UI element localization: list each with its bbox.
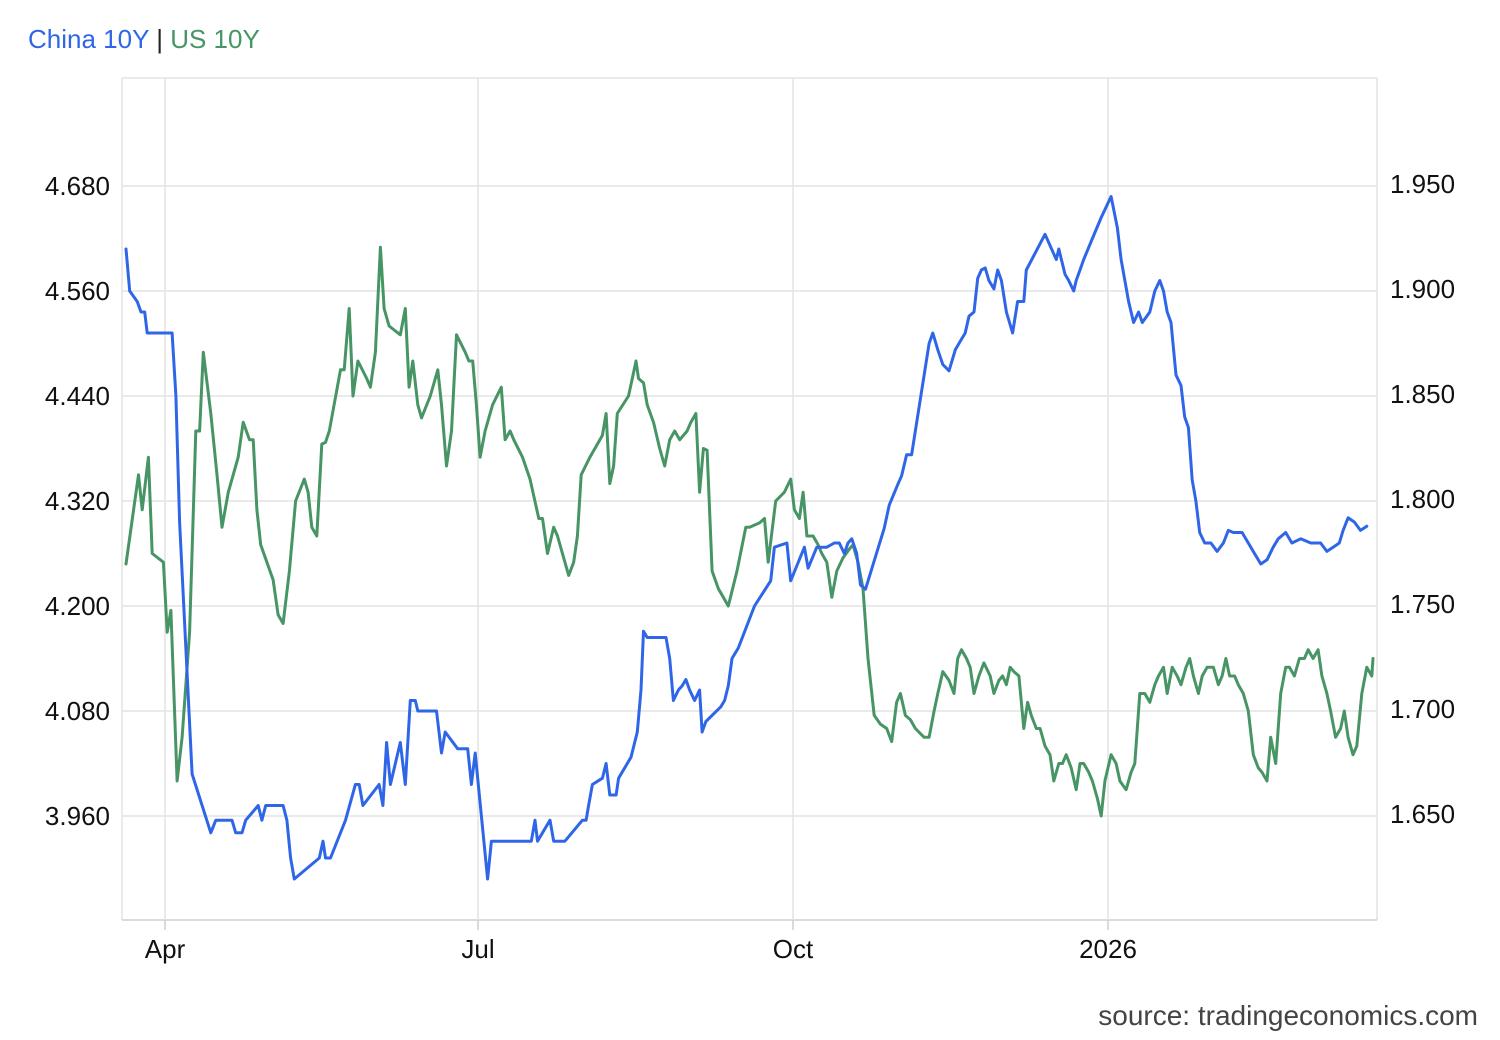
right-y-tick-label: 1.750 <box>1390 589 1455 619</box>
axes: Apr Jul Oct 2026 4.680 4.560 4.440 4.320 4.200 4.… <box>45 169 1455 964</box>
left-y-tick-label: 4.080 <box>45 696 110 726</box>
left-y-tick-label: 4.680 <box>45 171 110 201</box>
left-y-tick-label: 4.320 <box>45 486 110 516</box>
series-line-china-10y <box>124 195 1369 881</box>
right-y-tick-label: 1.950 <box>1390 169 1455 199</box>
legend-china-10y[interactable]: China 10Y <box>28 24 149 54</box>
right-y-tick-label: 1.900 <box>1390 274 1455 304</box>
series-line-us-10y <box>124 245 1375 818</box>
grid <box>121 77 1378 921</box>
right-y-tick-label: 1.850 <box>1390 379 1455 409</box>
left-y-tick-label: 4.440 <box>45 381 110 411</box>
right-y-tick-label: 1.800 <box>1390 484 1455 514</box>
x-tick-label: 2026 <box>1079 934 1137 964</box>
x-tick-label: Jul <box>461 934 494 964</box>
left-y-tick-label: 3.960 <box>45 801 110 831</box>
x-tick-label: Apr <box>145 934 186 964</box>
legend: China 10Y | US 10Y <box>28 24 260 55</box>
source-label: source: tradingeconomics.com <box>1098 1000 1478 1031</box>
left-y-tick-label: 4.200 <box>45 591 110 621</box>
legend-separator: | <box>156 24 163 54</box>
legend-us-10y[interactable]: US 10Y <box>170 24 260 54</box>
right-y-tick-label: 1.650 <box>1390 799 1455 829</box>
left-y-tick-label: 4.560 <box>45 276 110 306</box>
series-layer <box>124 195 1375 881</box>
right-y-tick-label: 1.700 <box>1390 694 1455 724</box>
x-tick-label: Oct <box>773 934 814 964</box>
